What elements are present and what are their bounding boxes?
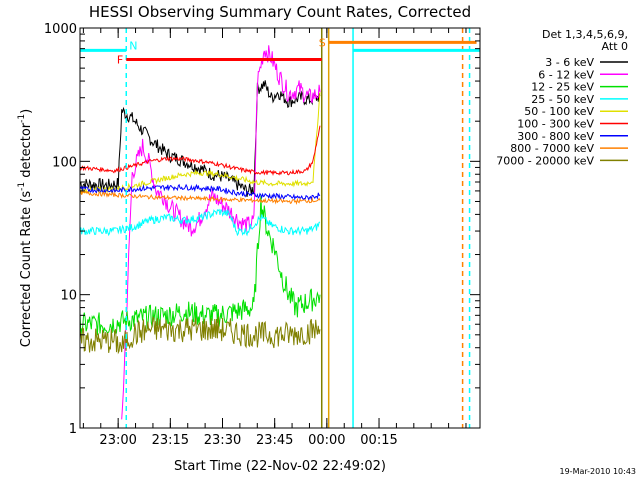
flag-label-s: S — [319, 36, 326, 49]
legend-label-7000-20000-kev: 7000 - 20000 keV — [496, 154, 594, 167]
series-line-25-50-kev — [79, 208, 321, 237]
legend-header-line: Att 0 — [602, 40, 628, 53]
x-tick-label: 00:15 — [360, 433, 397, 448]
flag-label-n: N — [129, 39, 137, 52]
y-tick-label: 100 — [52, 155, 77, 170]
legend-header-line: Det 1,3,4,5,6,9, — [542, 28, 628, 41]
flag-label-f: F — [117, 54, 123, 67]
y-axis-label: Corrected Count Rate (s-1 detector-1) — [17, 109, 34, 347]
x-tick-label: 23:30 — [204, 433, 241, 448]
chart-title: HESSI Observing Summary Count Rates, Cor… — [89, 3, 471, 21]
footer-timestamp: 19-Mar-2010 10:43 — [560, 467, 637, 476]
legend-label-3-6-kev: 3 - 6 keV — [545, 56, 594, 69]
y-tick-label: 1000 — [44, 22, 77, 37]
legend-label-800-7000-kev: 800 - 7000 keV — [510, 142, 594, 155]
legend-label-100-300-kev: 100 - 300 keV — [517, 118, 594, 131]
markers-group — [125, 28, 471, 428]
series-group — [79, 45, 321, 420]
series-line-6-12-kev — [121, 45, 321, 420]
legend-label-12-25-kev: 12 - 25 keV — [531, 81, 594, 94]
x-tick-label: 00:00 — [308, 433, 345, 448]
axes-group: 1 10 100 1000 23:00 23:15 23:30 23:45 00:00 00:15 — [44, 22, 480, 448]
x-axis-label: Start Time (22-Nov-02 22:49:02) — [174, 459, 386, 474]
x-tick-label: 23:15 — [152, 433, 189, 448]
x-tick-label: 23:00 — [99, 433, 136, 448]
legend-label-25-50-kev: 25 - 50 keV — [531, 93, 594, 106]
legend-label-300-800-kev: 300 - 800 keV — [517, 130, 594, 143]
series-line-100-300-kev — [79, 125, 321, 177]
series-line-800-7000-kev — [79, 190, 321, 205]
series-line-12-25-kev — [79, 194, 321, 337]
plot-frame — [79, 27, 481, 429]
y-tick-label: 10 — [60, 289, 77, 304]
series-line-300-800-kev — [79, 183, 321, 202]
y-tick-label: 1 — [69, 422, 77, 437]
flags-group: FN S — [80, 36, 480, 67]
series-line-7000-20000-kev — [79, 316, 321, 355]
x-tick-label: 23:45 — [256, 433, 293, 448]
legend-label-50-100-kev: 50 - 100 keV — [524, 105, 594, 118]
legend-label-6-12-kev: 6 - 12 keV — [538, 68, 594, 81]
